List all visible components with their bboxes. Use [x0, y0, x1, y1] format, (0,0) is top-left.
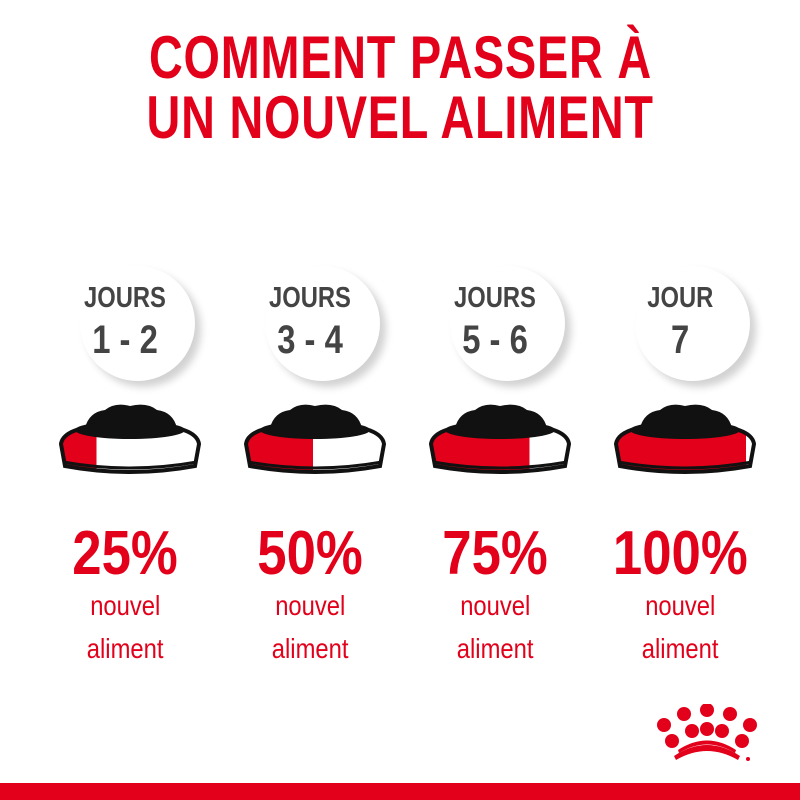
day-circle: [265, 266, 380, 381]
step-4: JOUR 7 100% nouvel aliment: [600, 260, 790, 680]
food-bowl-icon: [58, 404, 202, 474]
day-circle: [450, 266, 565, 381]
days-label: JOURS: [269, 282, 351, 314]
food-bowl-icon: [243, 404, 387, 474]
days-range: 5 - 6: [462, 318, 528, 362]
days-label: JOUR: [646, 282, 714, 314]
days-range: 3 - 4: [277, 318, 343, 362]
caption-line-1: nouvel: [459, 590, 531, 621]
days-label: JOURS: [84, 282, 166, 314]
title-line-1: COMMENT PASSER À: [148, 24, 652, 91]
percent-value: 25%: [72, 519, 178, 588]
percent-value: 75%: [442, 519, 548, 588]
step-3: JOURS 5 - 6 75% nouvel aliment: [415, 260, 605, 680]
caption-line-2: aliment: [86, 633, 164, 664]
caption-line-2: aliment: [456, 633, 534, 664]
step-1: JOURS 1 - 2 25% nouvel aliment: [45, 260, 235, 680]
royal-canin-crown-icon: [652, 703, 762, 769]
caption-line-2: aliment: [271, 633, 349, 664]
caption-line-2: aliment: [641, 633, 719, 664]
caption-line-1: nouvel: [274, 590, 346, 621]
title-line-2: UN NOUVEL ALIMENT: [146, 84, 654, 151]
food-bowl-icon: [428, 404, 572, 474]
days-label: JOURS: [454, 282, 536, 314]
caption-line-1: nouvel: [89, 590, 161, 621]
days-range: 7: [670, 318, 690, 362]
food-bowl-icon: [613, 404, 757, 474]
bottom-brand-bar: [0, 783, 800, 800]
day-circle: [635, 266, 750, 381]
percent-value: 50%: [257, 519, 363, 588]
day-circle: [80, 266, 195, 381]
step-2: JOURS 3 - 4 50% nouvel aliment: [230, 260, 420, 680]
days-range: 1 - 2: [92, 318, 158, 362]
percent-value: 100%: [612, 519, 748, 588]
caption-line-1: nouvel: [644, 590, 716, 621]
